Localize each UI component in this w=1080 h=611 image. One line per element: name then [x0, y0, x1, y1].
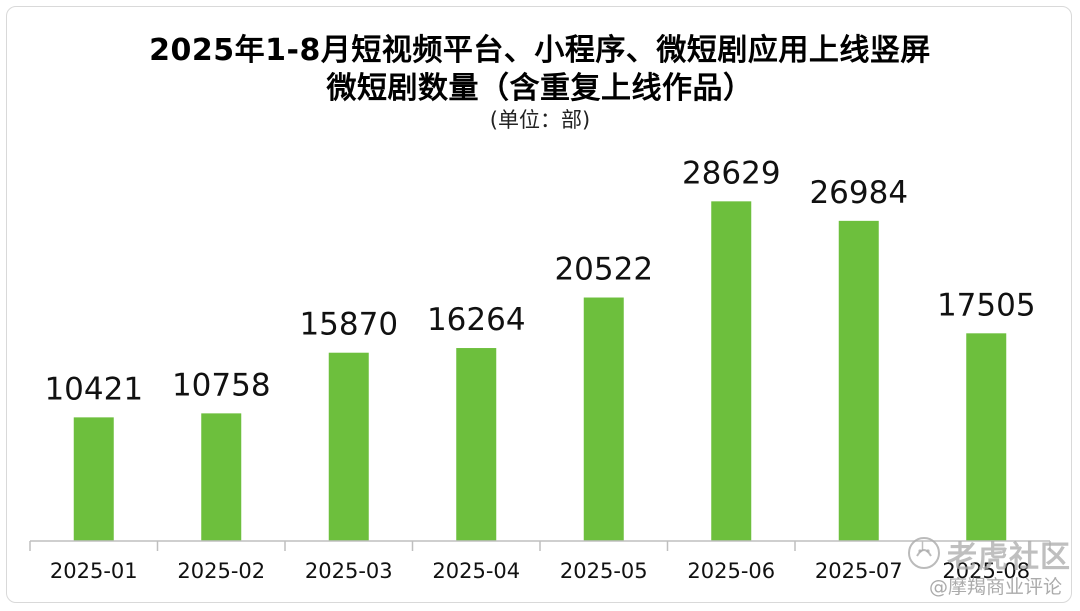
data-label-2025-04: 16264 — [427, 302, 526, 338]
data-label-2025-02: 10758 — [172, 367, 271, 403]
bar-2025-06 — [711, 201, 752, 541]
x-tick-label-2025-07: 2025-07 — [815, 559, 903, 583]
bar-series — [73, 201, 1007, 542]
data-label-2025-05: 20522 — [554, 252, 653, 288]
x-axis: 2025-01 2025-02 2025-03 2025-04 2025-05 2025-… — [29, 540, 1051, 583]
data-label-2025-07: 26984 — [809, 175, 908, 211]
x-tick-label-2025-03: 2025-03 — [305, 559, 393, 583]
watermark-sub-text: @摩羯商业评论 — [929, 576, 1063, 598]
chart-title-line-2: 微短剧数量（含重复上线作品） — [326, 71, 754, 106]
bar-2025-07 — [838, 220, 879, 542]
bar-2025-05 — [583, 297, 624, 541]
bar-2025-08 — [966, 333, 1007, 541]
data-label-2025-08: 17505 — [937, 287, 1036, 323]
bar-2025-01 — [73, 417, 114, 541]
chart-frame — [6, 6, 1072, 603]
x-tick-label-2025-06: 2025-06 — [687, 559, 775, 583]
x-tick-label-2025-02: 2025-02 — [177, 559, 265, 583]
data-label-2025-03: 15870 — [299, 307, 398, 343]
chart-unit-label: (单位：部) — [489, 108, 591, 132]
bar-2025-02 — [201, 413, 242, 541]
bar-2025-04 — [456, 348, 497, 541]
chart-title-line-1: 2025年1-8月短视频平台、小程序、微短剧应用上线竖屏 — [149, 33, 931, 68]
x-tick-label-2025-05: 2025-05 — [560, 559, 648, 583]
x-tick-label-2025-04: 2025-04 — [432, 559, 520, 583]
value-labels: 10421 10758 15870 16264 20522 28629 26984 17505 — [44, 155, 1035, 407]
x-tick-label-2025-01: 2025-01 — [50, 559, 138, 583]
tiger-community-icon — [908, 537, 940, 569]
data-label-2025-06: 28629 — [682, 155, 781, 191]
data-label-2025-01: 10421 — [44, 371, 143, 407]
x-tick-label-2025-08: 2025-08 — [942, 559, 1030, 583]
watermark: 老虎社区 @摩羯商业评论 — [905, 532, 1075, 602]
bar-2025-03 — [328, 352, 369, 541]
watermark-main-text: 老虎社区 — [947, 540, 1071, 575]
